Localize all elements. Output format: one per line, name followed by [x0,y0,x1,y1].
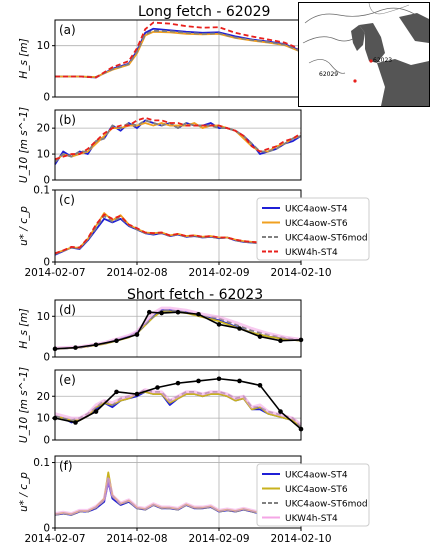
series-line-ukc4aow-st6 [54,310,302,350]
y-axis-label: H_s [m] [18,308,30,348]
x-tick-label: 2014-02-07 [24,267,85,279]
axes-frame [54,299,302,358]
y-tick-label: 10 [37,149,50,161]
panel-f: 0 0.1 (f) u* / c_p 2014-02-07 2014-02-08 2014-… [18,455,370,545]
observation-point [155,385,160,390]
series-line-ukc4aow-st6mod [54,119,302,163]
observation-point [175,380,181,386]
axes-frame [54,109,302,181]
observation-point [147,309,152,315]
panel-label: (d) [59,303,76,317]
series-line-ukw4h-st4 [54,306,302,350]
panel-c: 0 0.1 (c) u* / c_p 2014-02-07 2014-02-08 2014-… [18,185,370,279]
legend-entry-label: UKC4aow-ST6 [285,485,348,495]
y-tick-label: 0 [43,523,50,535]
observation-point [216,322,222,327]
observation-point [159,310,164,316]
series-line-ukc4aow-st6mod [55,29,302,78]
y-axis-label: u* / c_p [18,472,30,512]
legend-entry-label: UKC4aow-ST6 [285,219,348,229]
observation-point [237,378,242,384]
site-label-62023: 62023 [373,57,393,64]
x-tick-label: 2014-02-07 [24,533,85,545]
panel-label: (a) [59,23,76,37]
panel-b: 0 10 20 (b) U_10 [m s^-1] [18,107,302,187]
observation-point [257,334,263,339]
observation-line [54,311,302,350]
observation-point [93,409,99,414]
legend-box [256,463,370,527]
x-tick-label: 2014-02-08 [106,533,167,545]
y-tick-label: 0 [43,352,50,364]
observation-point [114,338,119,344]
y-tick-label: 0 [43,257,50,269]
x-tick-label: 2014-02-08 [106,267,167,279]
observation-line [54,377,302,430]
y-tick-label: 20 [37,391,50,403]
y-tick-label: 0.1 [33,457,50,469]
panel-e: 0 10 20 (e) U_10 [m s^-1] [18,367,304,447]
series-line-ukc4aow-st4 [55,27,302,79]
chart-title-short-fetch: Short fetch - 62023 [127,287,264,303]
panel-label: (f) [59,459,73,473]
observation-point [196,378,201,384]
legend-entry-label: UKW4h-ST4 [285,248,338,258]
y-tick-label: 0 [43,92,50,104]
observation-point [175,309,181,315]
inset-map: 62029 62023 [298,2,430,107]
series-line-ukc4aow-st4 [54,119,302,165]
observation-point [278,409,283,414]
axes-frame [54,369,302,441]
series-line-ukw4h-st4 [54,213,301,255]
legend-entry-label: UKC4aow-ST4 [285,205,348,215]
y-tick-label: 10 [37,413,50,425]
x-tick-label: 2014-02-10 [270,267,331,279]
series-line-ukw4h-st4 [54,388,302,426]
site-label-62029: 62029 [319,71,339,78]
y-tick-label: 0.1 [33,185,50,197]
y-tick-label: 10 [37,311,50,323]
y-axis-label: H_s [m] [18,38,30,78]
panel-label: (e) [59,373,76,387]
y-axis-label: U_10 [m s^-1] [18,367,30,443]
legend-entry-label: UKC4aow-ST6mod [285,500,368,510]
observation-point [237,326,242,331]
observation-point [216,376,222,382]
x-tick-label: 2014-02-10 [270,533,331,545]
observation-point [257,383,263,388]
x-tick-label: 2014-02-09 [188,533,249,545]
observation-point [134,391,140,397]
observation-point [73,420,78,425]
y-axis-label: u* / c_p [18,206,30,246]
legend-entry-label: UKC4aow-ST6mod [285,234,368,244]
y-tick-label: 10 [37,40,50,52]
observation-point [93,342,99,348]
panel-d: 0 10 (d) H_s [m] [18,299,304,364]
x-tick-label: 2014-02-09 [188,267,249,279]
observation-point [114,389,119,395]
panel-label: (c) [59,193,75,207]
legend: UKC4aow-ST4 UKC4aow-ST6 UKC4aow-ST6mod UKW4… [256,463,370,527]
panel-label: (b) [59,113,76,127]
y-tick-label: 0 [43,435,50,447]
legend-entry-label: UKW4h-ST4 [285,514,338,524]
series-line-ukw4h-st4 [55,21,302,79]
observation-point [278,338,283,344]
y-tick-label: 0 [43,175,50,187]
panel-a: 0 10 (a) H_s [m] [18,19,302,104]
legend-entry-label: UKC4aow-ST4 [285,471,348,481]
observation-point [73,345,78,350]
legend-box [256,197,370,261]
legend: UKC4aow-ST4 UKC4aow-ST6 UKC4aow-ST6mod UKW4… [256,197,370,261]
series-line-ukw4h-st4 [54,116,302,161]
y-tick-label: 20 [37,123,50,135]
inset-map-drawing [299,3,429,106]
observation-point [134,332,140,337]
chart-title-long-fetch: Long fetch - 62029 [138,4,271,20]
y-axis-label: U_10 [m s^-1] [18,107,30,183]
observation-point [196,311,201,317]
